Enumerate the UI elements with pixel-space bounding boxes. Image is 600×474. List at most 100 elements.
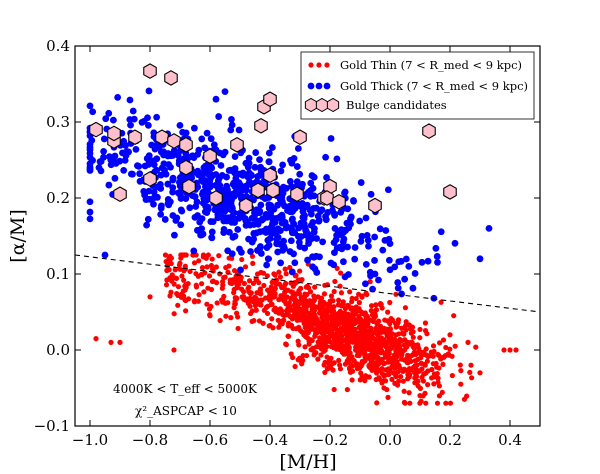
thin-disk-point — [376, 367, 382, 373]
thick-disk-point — [136, 170, 144, 178]
thin-disk-point — [452, 343, 458, 349]
thin-disk-point — [232, 301, 238, 307]
thick-disk-point — [144, 121, 152, 129]
thin-disk-point — [171, 311, 177, 317]
thin-disk-point — [317, 302, 323, 308]
thin-disk-point — [330, 298, 336, 304]
thin-disk-point — [298, 309, 304, 315]
thick-disk-point — [203, 209, 211, 216]
thick-disk-point — [194, 171, 202, 179]
thick-disk-point — [290, 250, 297, 258]
thin-disk-point — [295, 338, 301, 344]
legend-bulge-label: Bulge candidates — [346, 98, 447, 112]
thick-disk-point — [351, 244, 359, 251]
thin-disk-point — [328, 293, 335, 299]
thin-disk-point — [336, 297, 342, 303]
thick-disk-point — [401, 275, 409, 283]
thin-disk-point — [242, 264, 249, 270]
thin-disk-point — [398, 356, 405, 362]
thick-disk-point — [125, 148, 132, 156]
thin-disk-point — [261, 307, 267, 313]
bulge-candidate-point — [323, 178, 337, 195]
thick-disk-point — [451, 239, 459, 247]
thin-disk-point — [258, 297, 264, 303]
thin-disk-point — [446, 352, 452, 358]
thin-disk-point — [389, 376, 395, 382]
thin-disk-point — [319, 314, 325, 321]
thick-disk-point — [158, 202, 165, 210]
thin-disk-point — [117, 339, 123, 345]
thin-disk-point — [206, 273, 213, 279]
thick-disk-point — [264, 236, 272, 244]
thin-disk-point — [336, 342, 342, 348]
thin-disk-point — [402, 323, 409, 329]
thin-disk-point — [341, 351, 347, 357]
thin-disk-point — [440, 361, 446, 367]
thin-disk-point — [321, 299, 327, 305]
legend-thin-marker — [316, 62, 322, 68]
thin-disk-point — [307, 289, 314, 295]
thick-disk-point — [296, 243, 304, 251]
thin-disk-point — [368, 325, 374, 331]
thick-disk-point — [263, 261, 271, 269]
thin-disk-point — [187, 268, 193, 275]
thick-disk-point — [362, 260, 370, 268]
thick-disk-point — [476, 255, 484, 263]
thick-disk-point — [309, 263, 317, 271]
thick-disk-point — [291, 259, 299, 267]
thin-disk-point — [362, 337, 368, 343]
thin-disk-point — [423, 400, 429, 406]
bulge-candidate-point — [167, 133, 181, 149]
thin-disk-point — [338, 270, 344, 276]
thin-disk-point — [345, 336, 351, 342]
thick-disk-point — [344, 243, 351, 251]
thin-disk-point — [356, 316, 362, 322]
thick-disk-point — [350, 197, 357, 205]
thin-disk-point — [321, 291, 328, 297]
thick-disk-point — [226, 228, 233, 236]
thick-disk-point — [227, 126, 235, 134]
thin-disk-point — [346, 355, 352, 362]
thick-disk-point — [105, 109, 113, 117]
chi2-annotation: χ²_ASPCAP < 10 — [135, 404, 237, 418]
thick-disk-point — [208, 173, 216, 181]
thick-disk-point — [145, 87, 153, 95]
thick-disk-point — [385, 235, 393, 243]
thick-disk-point — [327, 135, 335, 142]
thin-disk-point — [417, 326, 423, 333]
thin-disk-point — [276, 310, 282, 316]
thin-disk-point — [354, 339, 360, 345]
thin-disk-point — [422, 362, 428, 368]
thin-disk-point — [372, 313, 378, 320]
legend-thick-marker — [315, 82, 323, 90]
thick-disk-point — [265, 149, 273, 157]
thin-disk-point — [169, 278, 175, 284]
thin-disk-point — [347, 361, 353, 367]
thin-disk-point — [183, 308, 189, 314]
bulge-candidate-point — [263, 167, 277, 184]
thin-disk-point — [290, 291, 296, 297]
thick-disk-point — [174, 189, 182, 197]
bulge-candidate-point — [443, 184, 457, 200]
thick-disk-point — [101, 251, 109, 259]
thin-disk-point — [241, 296, 247, 302]
thick-disk-point — [154, 193, 161, 201]
thick-disk-point — [375, 276, 382, 284]
thin-disk-point — [234, 310, 240, 316]
thin-disk-point — [223, 265, 229, 271]
thick-disk-point — [245, 235, 252, 243]
thick-disk-point — [220, 225, 228, 233]
thin-disk-point — [253, 295, 259, 301]
thin-disk-point — [241, 289, 247, 295]
legend-thin-marker — [308, 62, 314, 68]
thin-disk-point — [290, 313, 297, 319]
thick-disk-point — [204, 190, 211, 198]
bulge-candidate-point — [113, 186, 127, 203]
thin-disk-point — [179, 273, 185, 279]
thick-disk-point — [150, 200, 157, 208]
thin-disk-point — [200, 252, 207, 258]
thin-disk-point — [318, 322, 324, 328]
thin-disk-point — [272, 286, 278, 292]
thick-disk-point — [127, 121, 134, 129]
thick-disk-point — [250, 230, 258, 237]
